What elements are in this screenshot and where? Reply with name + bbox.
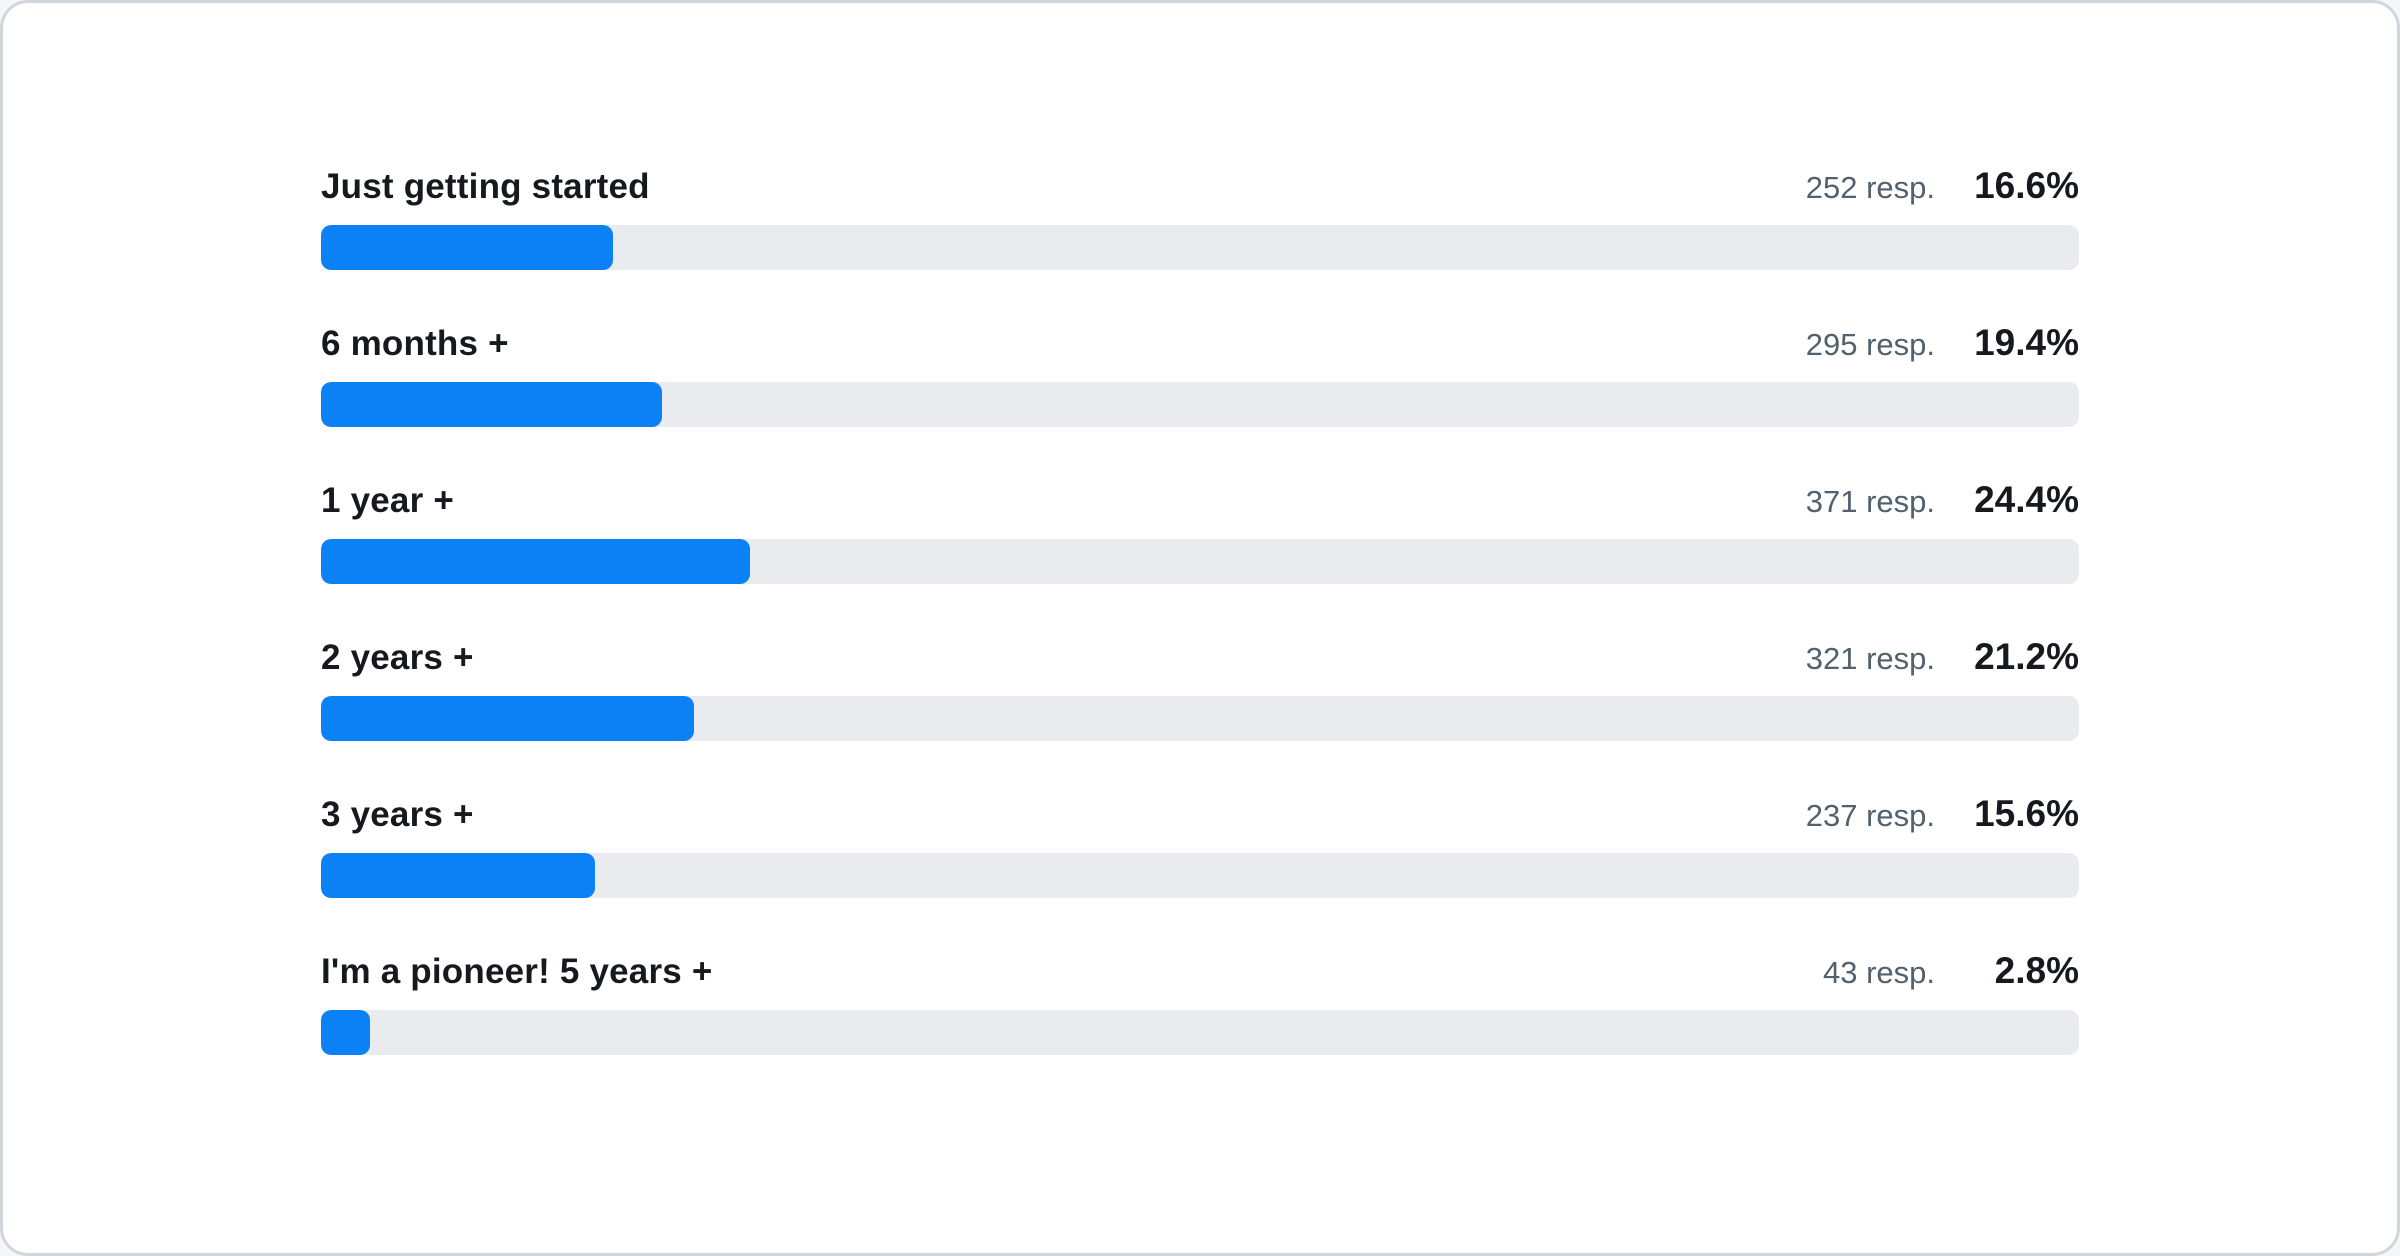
answer-label: 6 months + xyxy=(321,324,509,363)
bar-track xyxy=(321,696,2079,741)
bar-track xyxy=(321,225,2079,270)
percent-value: 15.6% xyxy=(1974,793,2079,834)
result-row-header: 3 years + 237 resp. 15.6% xyxy=(321,793,2079,841)
result-row: 2 years + 321 resp. 21.2% xyxy=(321,636,2079,741)
result-row-header: 6 months + 295 resp. 19.4% xyxy=(321,322,2079,370)
result-row: I'm a pioneer! 5 years + 43 resp. 2.8% xyxy=(321,950,2079,1055)
percent-value: 24.4% xyxy=(1974,479,2079,520)
bar-track xyxy=(321,382,2079,427)
result-row-header: 1 year + 371 resp. 24.4% xyxy=(321,479,2079,527)
answer-label: Just getting started xyxy=(321,167,650,206)
result-row-header: I'm a pioneer! 5 years + 43 resp. 2.8% xyxy=(321,950,2079,998)
results-list: Just getting started 252 resp. 16.6% 6 m… xyxy=(3,3,2397,1055)
percent-value: 2.8% xyxy=(1994,950,2079,991)
bar-track xyxy=(321,539,2079,584)
percent-value: 21.2% xyxy=(1974,636,2079,677)
result-row: Just getting started 252 resp. 16.6% xyxy=(321,165,2079,270)
response-count: 237 resp. xyxy=(1805,798,1935,833)
answer-label: I'm a pioneer! 5 years + xyxy=(321,952,713,991)
result-row: 1 year + 371 resp. 24.4% xyxy=(321,479,2079,584)
answer-label: 3 years + xyxy=(321,795,474,834)
bar-fill xyxy=(321,225,613,270)
answer-label: 1 year + xyxy=(321,481,454,520)
bar-fill xyxy=(321,696,694,741)
response-count: 252 resp. xyxy=(1805,170,1935,205)
percent-value: 19.4% xyxy=(1974,322,2079,363)
bar-track xyxy=(321,1010,2079,1055)
result-row-header: 2 years + 321 resp. 21.2% xyxy=(321,636,2079,684)
response-count: 321 resp. xyxy=(1805,641,1935,676)
result-row-header: Just getting started 252 resp. 16.6% xyxy=(321,165,2079,213)
answer-label: 2 years + xyxy=(321,638,474,677)
bar-fill xyxy=(321,382,663,427)
response-count: 43 resp. xyxy=(1822,955,1935,990)
percent-value: 16.6% xyxy=(1974,165,2079,206)
bar-fill xyxy=(321,1010,371,1055)
response-count: 295 resp. xyxy=(1805,327,1935,362)
bar-track xyxy=(321,853,2079,898)
response-count: 371 resp. xyxy=(1805,484,1935,519)
bar-fill xyxy=(321,853,596,898)
result-row: 3 years + 237 resp. 15.6% xyxy=(321,793,2079,898)
bar-fill xyxy=(321,539,750,584)
result-row: 6 months + 295 resp. 19.4% xyxy=(321,322,2079,427)
